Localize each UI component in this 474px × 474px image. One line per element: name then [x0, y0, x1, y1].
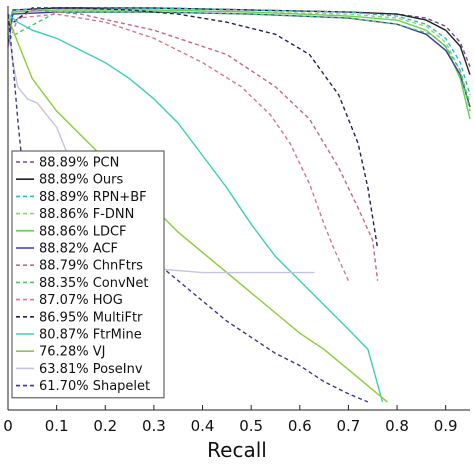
x-tick-label: 0.2 [93, 417, 117, 435]
axes [7, 6, 470, 411]
series-line-6 [7, 9, 379, 281]
legend-entry: 88.89% RPN+BF [39, 190, 147, 205]
legend-box [11, 150, 165, 399]
series-line-9 [7, 7, 379, 249]
x-tick-label: 0.9 [434, 417, 458, 435]
series-line-5 [7, 11, 471, 108]
x-tick-label: 0 [3, 417, 13, 435]
legend-entry: 88.86% LDCF [39, 224, 127, 239]
series-line-3 [7, 9, 471, 104]
series-line-10 [7, 13, 384, 403]
legend-entry: 80.87% FtrMine [39, 328, 142, 343]
legend-entry: 88.89% PCN [39, 156, 119, 171]
legend-entry: 88.35% ConvNet [39, 276, 148, 291]
x-tick-label: 0.6 [288, 417, 312, 435]
legend-entry: 88.89% Ours [39, 173, 124, 188]
legend-entry: 76.28% VJ [39, 345, 105, 360]
series-line-2 [7, 7, 471, 96]
x-tick-label: 0.4 [191, 417, 215, 435]
legend-entry: 86.95% MultiFtr [39, 310, 143, 325]
x-tick-label: 0.1 [45, 417, 69, 435]
series-line-11 [7, 13, 388, 403]
legend: 88.89% PCN 88.89% Ours 88.89% RPN+BF 88.86%… [11, 150, 165, 399]
x-axis-label: Recall [207, 438, 267, 462]
series-line-7 [7, 11, 471, 112]
x-tick-label: 0.7 [336, 417, 360, 435]
x-tick-label: 0.5 [239, 417, 263, 435]
x-tick-label: 0.8 [385, 417, 409, 435]
legend-entry: 88.82% ACF [39, 242, 118, 257]
legend-entry: 87.07% HOG [39, 293, 123, 308]
series-line-8 [7, 13, 350, 281]
x-tick-label: 0.3 [142, 417, 166, 435]
legend-entry: 61.70% Shapelet [39, 379, 150, 394]
legend-entry: 63.81% PoseInv [39, 362, 143, 377]
legend-entry: 88.79% ChnFtrs [39, 259, 143, 274]
x-tick-labels: 0 0.1 0.2 0.3 0.4 0.5 0.6 0.7 0.8 0.9 [3, 405, 458, 435]
legend-entry: 88.86% F-DNN [39, 207, 134, 222]
